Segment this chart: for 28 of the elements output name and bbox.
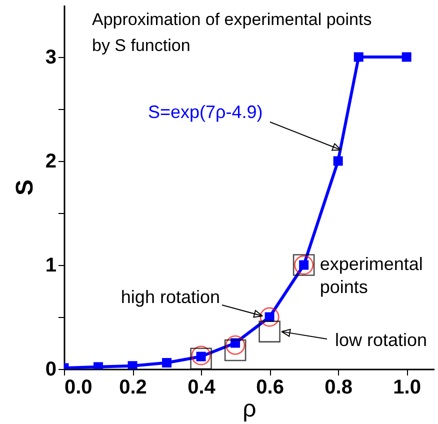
y-tick-label: 1 — [45, 254, 56, 276]
point — [333, 156, 343, 166]
x-tick-label: 0.4 — [188, 376, 216, 398]
y-axis-title: S — [11, 179, 38, 196]
point — [402, 52, 412, 62]
y-tick-label: 2 — [45, 150, 56, 172]
point — [191, 346, 211, 366]
point — [128, 361, 138, 369]
x-tick-label: 0.8 — [324, 376, 352, 398]
text: S=exp(7ρ-4.9) — [148, 102, 263, 122]
x-axis-title: ρ — [242, 396, 256, 422]
point — [258, 320, 280, 342]
x-tick-label: 1.0 — [393, 376, 421, 398]
point — [226, 335, 246, 355]
y-tick-label: 3 — [45, 46, 56, 68]
y-tick-label: 0 — [45, 358, 56, 380]
point — [354, 52, 364, 62]
x-tick-label: 0.6 — [256, 376, 284, 398]
x-tick-label: 0.2 — [119, 376, 147, 398]
text: Approximation of experimental points by S function — [92, 10, 372, 55]
point — [224, 339, 246, 362]
annotation: experimental points — [320, 254, 423, 297]
x-tick-label: 0.0 — [64, 376, 92, 398]
point — [162, 358, 172, 368]
point — [260, 307, 280, 327]
legend-label: low rotation — [335, 330, 428, 350]
point — [190, 348, 212, 370]
series-label: high rotation — [120, 287, 220, 307]
